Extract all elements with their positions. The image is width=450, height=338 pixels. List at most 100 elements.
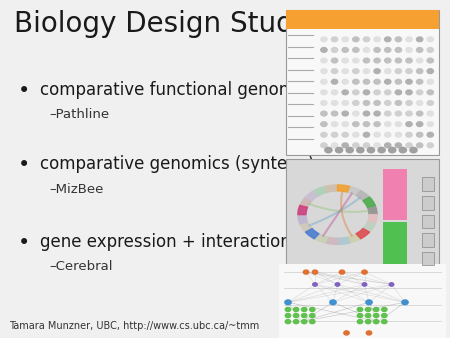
FancyBboxPatch shape (422, 233, 434, 247)
Circle shape (427, 37, 433, 42)
Polygon shape (298, 206, 307, 215)
Circle shape (331, 122, 338, 126)
Circle shape (406, 58, 412, 63)
Circle shape (427, 79, 433, 84)
Text: Biology Design Studies: Biology Design Studies (14, 10, 333, 38)
Circle shape (374, 143, 380, 148)
Polygon shape (356, 228, 369, 239)
Circle shape (293, 320, 299, 324)
Circle shape (363, 111, 369, 116)
Circle shape (363, 48, 369, 52)
Circle shape (417, 48, 423, 52)
Circle shape (427, 69, 433, 73)
Circle shape (363, 101, 369, 105)
Circle shape (427, 90, 433, 95)
FancyBboxPatch shape (422, 177, 434, 191)
Circle shape (389, 283, 394, 286)
Circle shape (406, 37, 412, 42)
Circle shape (335, 147, 342, 153)
Circle shape (331, 69, 338, 73)
Circle shape (310, 320, 315, 324)
Circle shape (302, 314, 307, 318)
Circle shape (331, 48, 338, 52)
Text: comparative genomics (synteny): comparative genomics (synteny) (40, 155, 315, 173)
Circle shape (366, 331, 372, 335)
Circle shape (395, 143, 401, 148)
Circle shape (313, 283, 317, 286)
Circle shape (331, 37, 338, 42)
Circle shape (321, 48, 327, 52)
Circle shape (330, 300, 336, 305)
Circle shape (346, 147, 353, 153)
Circle shape (406, 111, 412, 116)
Circle shape (342, 143, 348, 148)
Circle shape (331, 132, 338, 137)
Circle shape (312, 270, 318, 274)
Circle shape (302, 320, 307, 324)
Text: •: • (18, 81, 30, 101)
Circle shape (427, 58, 433, 63)
Circle shape (374, 90, 380, 95)
Circle shape (363, 143, 369, 148)
Polygon shape (356, 191, 369, 201)
Polygon shape (347, 234, 361, 243)
Polygon shape (306, 191, 319, 201)
Circle shape (357, 320, 363, 324)
Circle shape (427, 48, 433, 52)
Circle shape (417, 79, 423, 84)
Polygon shape (338, 185, 350, 192)
Circle shape (417, 132, 423, 137)
Circle shape (331, 101, 338, 105)
Circle shape (362, 270, 367, 274)
Circle shape (385, 58, 391, 63)
Text: –MizBee: –MizBee (50, 183, 104, 195)
Circle shape (385, 122, 391, 126)
Circle shape (399, 147, 406, 153)
FancyBboxPatch shape (279, 264, 446, 338)
Circle shape (395, 69, 401, 73)
Polygon shape (363, 197, 375, 207)
Polygon shape (368, 215, 377, 224)
Circle shape (342, 48, 348, 52)
Circle shape (321, 79, 327, 84)
Circle shape (385, 132, 391, 137)
Circle shape (363, 69, 369, 73)
FancyBboxPatch shape (286, 10, 439, 29)
Circle shape (303, 270, 309, 274)
Text: comparative functional genomics: comparative functional genomics (40, 81, 318, 99)
Polygon shape (356, 228, 369, 239)
Circle shape (395, 122, 401, 126)
Circle shape (285, 308, 291, 312)
Circle shape (395, 79, 401, 84)
Circle shape (353, 48, 359, 52)
FancyBboxPatch shape (422, 215, 434, 228)
Circle shape (417, 37, 423, 42)
Circle shape (374, 101, 380, 105)
Circle shape (342, 90, 348, 95)
Circle shape (417, 58, 423, 63)
Circle shape (353, 58, 359, 63)
Polygon shape (298, 206, 307, 215)
Circle shape (339, 270, 345, 274)
Polygon shape (347, 186, 361, 195)
Circle shape (385, 111, 391, 116)
Circle shape (342, 69, 348, 73)
Circle shape (395, 58, 401, 63)
Circle shape (321, 58, 327, 63)
Circle shape (385, 101, 391, 105)
Circle shape (342, 122, 348, 126)
Text: •: • (18, 233, 30, 253)
Circle shape (363, 132, 369, 137)
Circle shape (374, 79, 380, 84)
Circle shape (365, 320, 371, 324)
Circle shape (321, 132, 327, 137)
Circle shape (335, 283, 340, 286)
Circle shape (321, 143, 327, 148)
Circle shape (385, 37, 391, 42)
Circle shape (342, 58, 348, 63)
Polygon shape (325, 185, 338, 192)
Circle shape (417, 111, 423, 116)
Circle shape (406, 69, 412, 73)
Circle shape (285, 300, 291, 305)
Circle shape (374, 58, 380, 63)
